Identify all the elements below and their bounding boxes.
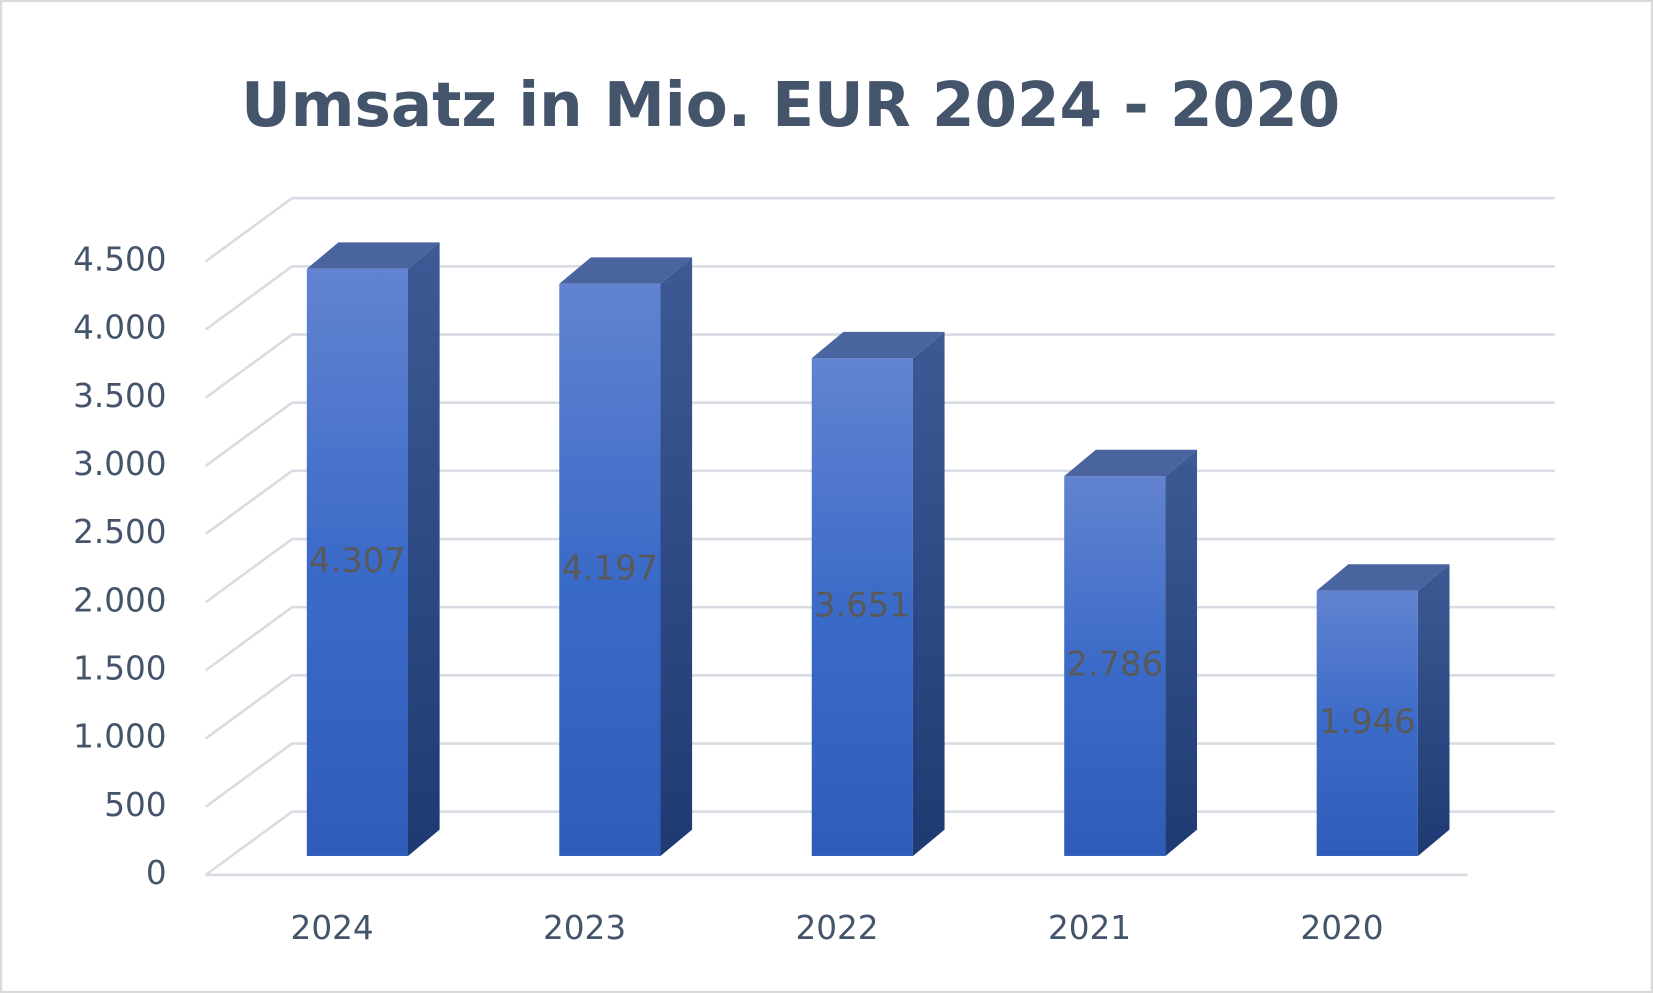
bar [559,283,661,856]
x-tick-label: 2023 [543,909,626,947]
grid-line [204,265,1555,331]
y-tick-label: 2.500 [73,513,166,551]
y-tick-label: 500 [104,786,166,824]
x-tick-label: 2024 [291,909,374,947]
bar-side [1417,564,1450,856]
data-label: 3.651 [814,586,911,625]
grid-line [204,196,1555,263]
y-tick-label: 1.000 [73,718,166,756]
data-label: 1.946 [1319,702,1416,741]
labels: 0 500 1.000 1.500 2.000 2.500 3.000 3.500 4.000 4… [73,240,1415,946]
grid-line [204,333,1555,399]
y-tick-label: 2.000 [73,581,166,619]
bar-side [912,331,945,856]
y-tick-label: 1.500 [73,649,166,687]
bar-top [306,242,440,269]
y-tick-label: 3.500 [73,377,166,415]
grid-line [204,401,1555,467]
bar-side [660,257,693,856]
bar [306,268,409,856]
bar-top [1064,449,1198,477]
y-tick-label: 4.500 [73,240,166,278]
x-tick-label: 2021 [1048,909,1131,947]
bar-top [811,331,945,359]
y-tick-label: 0 [146,854,167,892]
bar-side [408,242,440,856]
bar-side [1165,449,1198,856]
y-tick-label: 4.000 [73,309,166,347]
bar [1064,476,1166,856]
x-tick-label: 2020 [1300,909,1383,947]
chart-title: Umsatz in Mio. EUR 2024 - 2020 [241,70,1340,141]
data-label: 2.786 [1067,645,1164,684]
bar [1316,590,1418,856]
bar-top [559,257,693,284]
bar [811,358,913,856]
bars [306,242,1450,856]
data-label: 4.197 [562,548,659,587]
bar-top [1316,564,1450,591]
data-label: 4.307 [309,541,406,580]
y-tick-label: 3.000 [73,445,166,483]
x-tick-label: 2022 [795,909,878,947]
